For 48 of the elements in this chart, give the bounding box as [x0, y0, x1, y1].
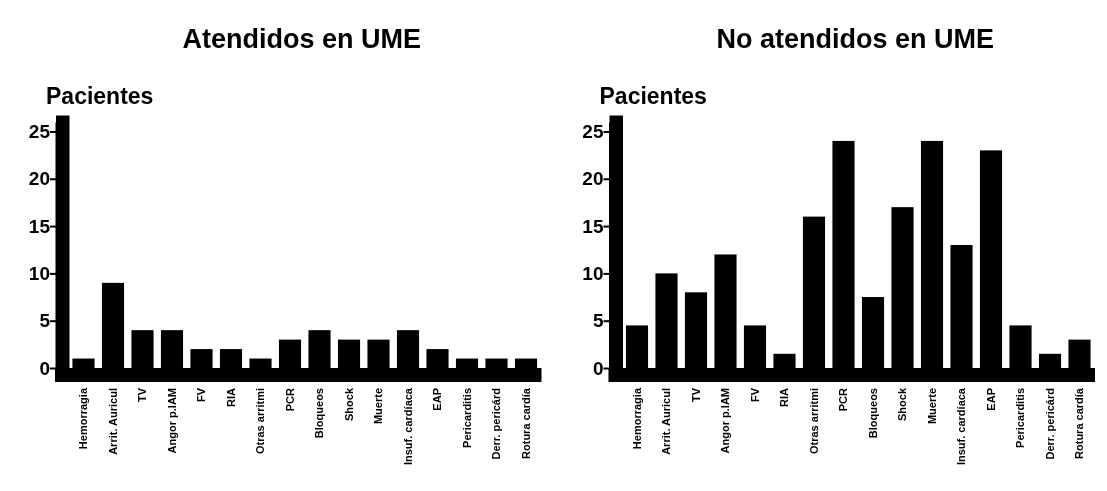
x-tick-label: PCR: [837, 387, 850, 412]
x-tick-label: Shock: [342, 387, 355, 422]
y-axis-title: Pacientes: [599, 83, 707, 109]
x-tick-label: RIA: [224, 387, 237, 407]
x-tick-label: Shock: [896, 387, 909, 422]
x-tick-label: Hemorragia: [630, 387, 643, 450]
x-tick-label: EAP: [431, 388, 444, 411]
x-tick-label: Hemorragia: [77, 387, 90, 450]
x-tick-label: Bloqueos: [866, 388, 879, 439]
x-tick-label: RIA: [778, 387, 791, 407]
y-tick-label: 10: [582, 262, 604, 284]
x-tick-label: Angor p.IAM: [165, 388, 178, 454]
y-tick-label: 25: [582, 121, 604, 143]
x-tick-label: Otras arritmi: [254, 388, 267, 455]
x-tick-label: Muerte: [372, 388, 385, 425]
x-tick-label: Rotura cardía: [519, 387, 532, 459]
x-tick-label: FV: [748, 387, 761, 403]
x-tick-label: Muerte: [925, 388, 938, 425]
x-tick-label: Insuf. cardíaca: [401, 387, 414, 466]
x-tick-label: Otras arritmi: [807, 388, 820, 455]
x-tick-label: TV: [689, 387, 702, 403]
y-tick-label: 15: [28, 215, 51, 237]
chart-title: No atendidos en UME: [716, 24, 995, 54]
y-tick-label: 25: [28, 121, 51, 143]
y-axis-title: Pacientes: [46, 83, 154, 109]
x-tick-label: Pericarditis: [1014, 388, 1027, 448]
x-tick-label: Bloqueos: [313, 388, 326, 439]
x-tick-label: Pericarditis: [460, 388, 473, 448]
x-tick-label: Angor p.IAM: [719, 388, 732, 454]
x-tick-label: EAP: [984, 388, 997, 411]
x-tick-label: Rotura cardía: [1073, 387, 1086, 459]
x-tick-label: Insuf. cardíaca: [955, 387, 968, 466]
x-tick-label: TV: [136, 387, 149, 403]
y-tick-label: 15: [582, 215, 604, 237]
y-tick-label: 20: [582, 168, 604, 190]
y-tick-label: 20: [28, 168, 50, 190]
x-tick-label: FV: [195, 387, 208, 403]
y-tick-label: 0: [592, 357, 604, 379]
y-tick-label: 5: [39, 310, 51, 332]
x-tick-label: Derr. pericárd: [1043, 388, 1056, 460]
chart-title: Atendidos en UME: [182, 24, 422, 54]
y-tick-label: 10: [28, 262, 50, 284]
x-tick-label: Derr. pericárd: [490, 388, 503, 460]
y-tick-label: 0: [39, 357, 50, 379]
y-tick-label: 5: [592, 310, 604, 332]
x-tick-label: Arrit. Auricul: [106, 388, 119, 455]
x-tick-label: PCR: [283, 387, 296, 412]
x-tick-label: Arrit. Auricul: [660, 388, 673, 455]
